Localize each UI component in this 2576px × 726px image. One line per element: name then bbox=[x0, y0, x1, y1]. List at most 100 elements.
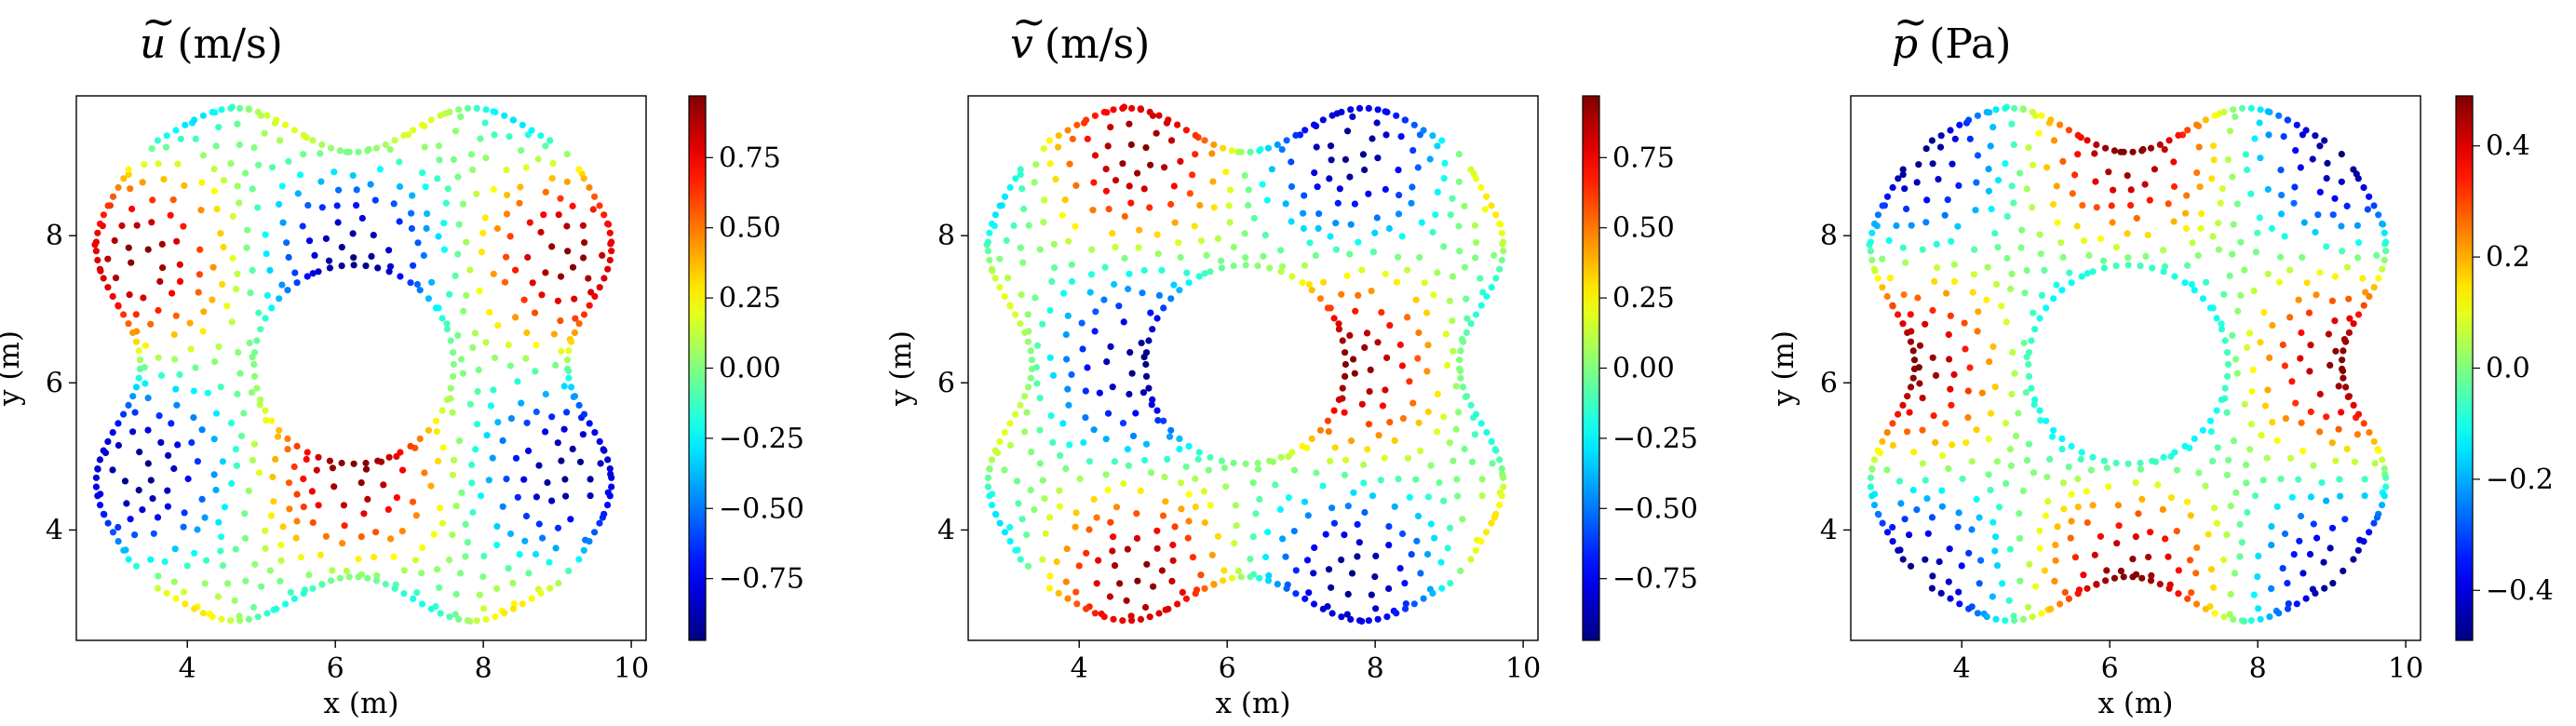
data-point bbox=[533, 408, 540, 416]
data-point bbox=[2032, 583, 2040, 590]
data-point bbox=[1072, 509, 1080, 517]
data-point bbox=[2112, 262, 2120, 270]
data-point bbox=[1082, 414, 1089, 422]
data-point bbox=[1483, 193, 1490, 200]
data-point bbox=[233, 462, 240, 469]
data-point bbox=[2025, 372, 2033, 380]
data-point bbox=[1895, 311, 1902, 318]
x-tick-label: 8 bbox=[475, 652, 492, 685]
data-point bbox=[2207, 566, 2216, 573]
data-point bbox=[1919, 395, 1926, 402]
data-point bbox=[218, 106, 225, 114]
data-point bbox=[563, 151, 571, 158]
data-point bbox=[2038, 291, 2045, 299]
data-point bbox=[412, 512, 420, 519]
data-point bbox=[984, 248, 991, 255]
data-point bbox=[305, 237, 314, 245]
data-point bbox=[1371, 573, 1379, 581]
data-point bbox=[546, 585, 554, 592]
data-point bbox=[1185, 279, 1193, 287]
data-point bbox=[1126, 270, 1133, 277]
data-point bbox=[120, 175, 128, 182]
data-point bbox=[1283, 137, 1290, 144]
data-point bbox=[557, 195, 564, 202]
data-point bbox=[563, 222, 571, 230]
data-point bbox=[350, 262, 357, 269]
data-point bbox=[2320, 558, 2327, 566]
data-point bbox=[1091, 152, 1099, 159]
data-point bbox=[100, 275, 107, 282]
data-point bbox=[2292, 399, 2300, 407]
data-point bbox=[568, 338, 575, 345]
data-point bbox=[1354, 520, 1361, 529]
data-point bbox=[2089, 268, 2097, 276]
data-point bbox=[1040, 145, 1047, 153]
data-point bbox=[2124, 230, 2131, 237]
data-point bbox=[1288, 182, 1296, 191]
axes-frame bbox=[967, 95, 1539, 641]
data-point bbox=[1426, 155, 1434, 163]
data-point bbox=[1500, 248, 1507, 255]
data-point bbox=[1410, 600, 1418, 608]
data-point bbox=[169, 196, 177, 204]
data-point bbox=[1154, 250, 1162, 258]
data-point bbox=[1498, 229, 1505, 236]
data-point bbox=[2243, 461, 2250, 468]
data-point bbox=[1331, 444, 1339, 451]
data-point bbox=[1147, 469, 1155, 477]
data-point bbox=[1091, 610, 1099, 617]
data-point bbox=[493, 523, 501, 531]
data-point bbox=[2193, 544, 2201, 552]
data-point bbox=[1048, 277, 1056, 285]
data-point bbox=[1938, 503, 1946, 510]
data-point bbox=[2020, 339, 2028, 347]
data-point bbox=[1418, 219, 1425, 226]
data-point bbox=[1447, 580, 1454, 587]
data-point bbox=[490, 185, 497, 194]
data-point bbox=[1995, 504, 2003, 511]
data-point bbox=[1983, 108, 1990, 116]
data-point bbox=[1907, 383, 1915, 391]
data-point bbox=[1916, 342, 1924, 349]
data-point bbox=[254, 108, 262, 115]
data-point bbox=[218, 533, 225, 541]
data-point bbox=[210, 187, 218, 195]
data-point bbox=[1194, 455, 1202, 464]
data-point bbox=[2091, 150, 2098, 157]
data-point bbox=[1127, 199, 1135, 207]
data-point bbox=[192, 364, 199, 371]
data-point bbox=[255, 469, 263, 477]
data-point bbox=[1907, 562, 1915, 570]
data-point bbox=[522, 355, 530, 362]
data-point bbox=[1468, 458, 1477, 465]
data-point bbox=[2036, 527, 2043, 534]
data-point bbox=[2225, 456, 2232, 464]
chart-title: v (m/s) bbox=[1010, 20, 1150, 68]
data-point bbox=[468, 461, 476, 468]
data-point bbox=[362, 465, 371, 473]
data-point bbox=[1341, 471, 1349, 478]
data-point bbox=[187, 345, 195, 353]
data-point bbox=[1414, 164, 1422, 171]
data-point bbox=[1149, 396, 1156, 403]
data-point bbox=[2286, 454, 2295, 462]
title-unit: (Pa) bbox=[1929, 20, 2011, 68]
data-point bbox=[1483, 529, 1490, 536]
data-point bbox=[2002, 617, 2009, 625]
data-point bbox=[2144, 232, 2151, 239]
data-point bbox=[2165, 137, 2173, 144]
data-point bbox=[1021, 428, 1029, 436]
data-point bbox=[2103, 464, 2111, 472]
colorbar-tick-label: 0.2 bbox=[2486, 241, 2530, 274]
data-point bbox=[283, 239, 290, 247]
data-point bbox=[514, 493, 521, 501]
data-point bbox=[475, 366, 482, 373]
data-point bbox=[1182, 127, 1190, 134]
data-point bbox=[493, 542, 501, 549]
data-point bbox=[996, 284, 1004, 291]
data-point bbox=[309, 518, 317, 527]
data-point bbox=[1977, 557, 1985, 564]
data-point bbox=[1900, 291, 1908, 299]
data-point bbox=[1964, 387, 1972, 395]
data-point bbox=[2129, 148, 2137, 155]
